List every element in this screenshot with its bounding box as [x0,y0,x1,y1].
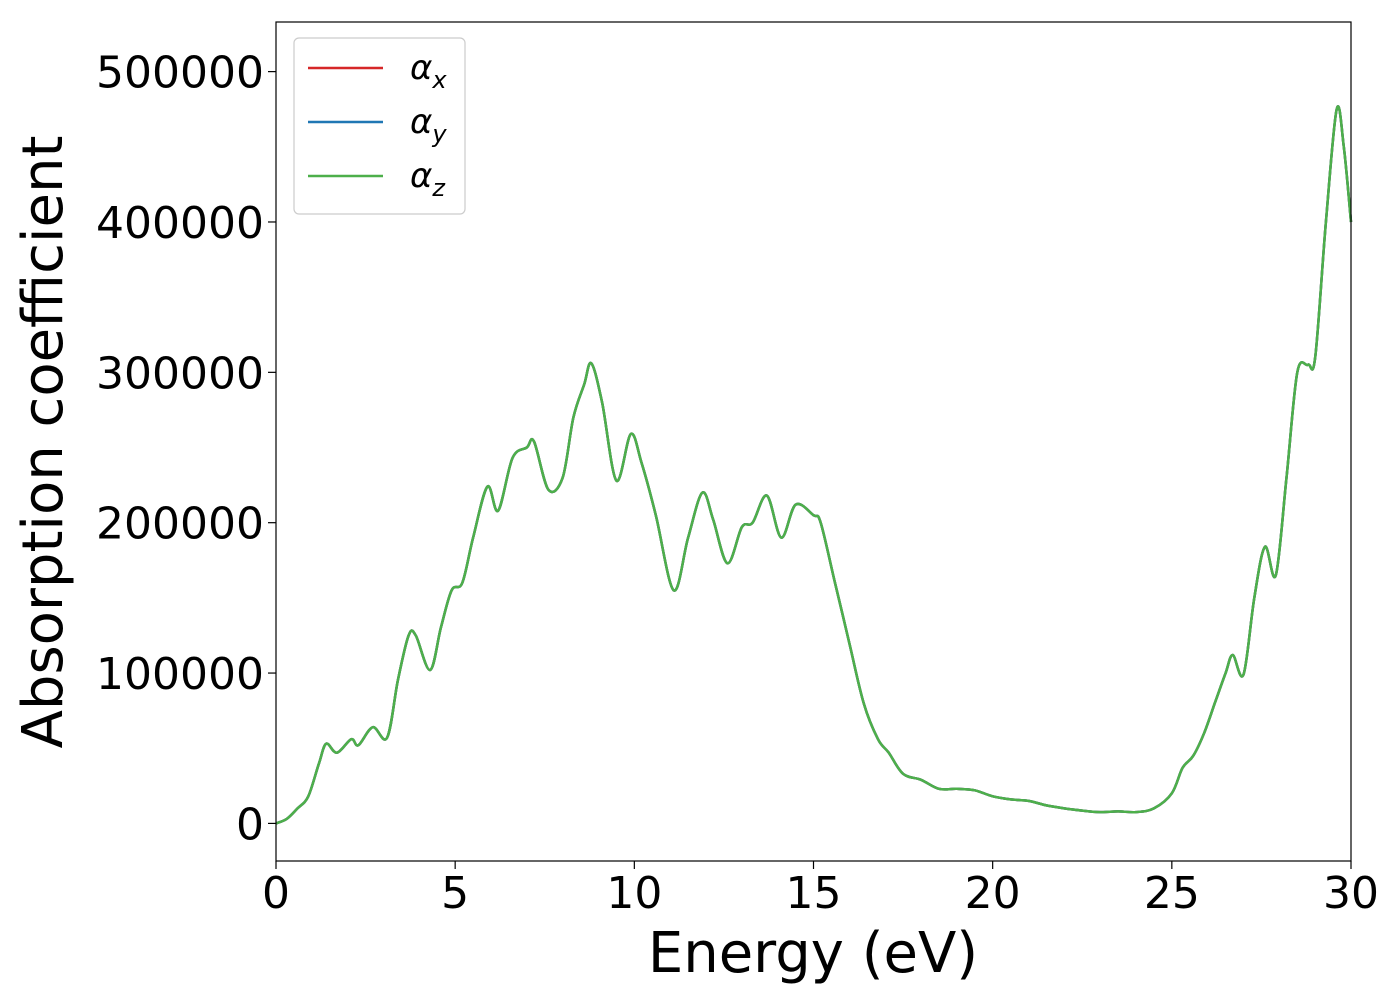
axes-layer: 0 5 10 15 20 25 30 0 100000 200000 300000 400000 500… [96,21,1379,919]
x-tick-label: 15 [786,868,842,919]
legend-subscript: x [431,66,447,94]
x-tick-label: 0 [262,868,290,919]
x-tick-label: 20 [965,868,1021,919]
x-axis-title: Energy (eV) [648,921,978,986]
legend-box [293,37,466,215]
y-tick-label: 300000 [96,348,264,399]
legend-subscript: y [431,120,447,148]
y-axis-title: Absorption coefficient [11,136,76,749]
y-tick-label: 500000 [96,48,264,99]
x-tick-label: 30 [1323,868,1379,919]
y-tick-label: 200000 [96,499,264,550]
y-tick-label: 100000 [96,649,264,700]
x-tick-label: 10 [606,868,662,919]
x-tick-label: 25 [1144,868,1200,919]
series-line-z [275,105,1353,825]
y-tick-label: 400000 [96,198,264,249]
series-layer [275,105,1353,825]
y-tick-label: 0 [236,799,264,850]
x-tick-label: 5 [441,868,469,919]
legend-subscript: z [431,174,446,202]
